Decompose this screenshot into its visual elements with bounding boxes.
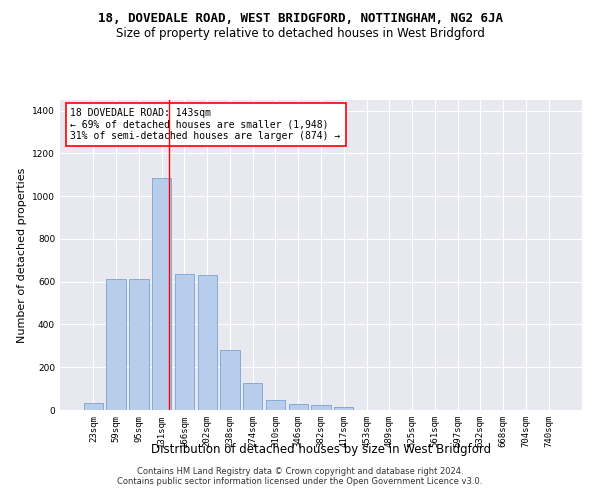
Bar [106, 279, 126, 410]
Bar [266, 400, 285, 410]
Text: Contains public sector information licensed under the Open Government Licence v3: Contains public sector information licen… [118, 478, 482, 486]
Text: 18, DOVEDALE ROAD, WEST BRIDGFORD, NOTTINGHAM, NG2 6JA: 18, DOVEDALE ROAD, WEST BRIDGFORD, NOTTI… [97, 12, 503, 26]
Bar [289, 404, 308, 410]
Bar [197, 275, 217, 410]
Bar [84, 403, 103, 410]
Bar [243, 384, 262, 410]
Bar [152, 178, 172, 410]
Bar [129, 278, 149, 410]
Y-axis label: Number of detached properties: Number of detached properties [17, 168, 26, 342]
Bar [220, 350, 239, 410]
Text: Contains HM Land Registry data © Crown copyright and database right 2024.: Contains HM Land Registry data © Crown c… [137, 468, 463, 476]
Bar [311, 406, 331, 410]
Text: Size of property relative to detached houses in West Bridgford: Size of property relative to detached ho… [116, 28, 484, 40]
Bar [175, 274, 194, 410]
Bar [334, 407, 353, 410]
Text: 18 DOVEDALE ROAD: 143sqm
← 69% of detached houses are smaller (1,948)
31% of sem: 18 DOVEDALE ROAD: 143sqm ← 69% of detach… [70, 108, 341, 141]
Text: Distribution of detached houses by size in West Bridgford: Distribution of detached houses by size … [151, 442, 491, 456]
